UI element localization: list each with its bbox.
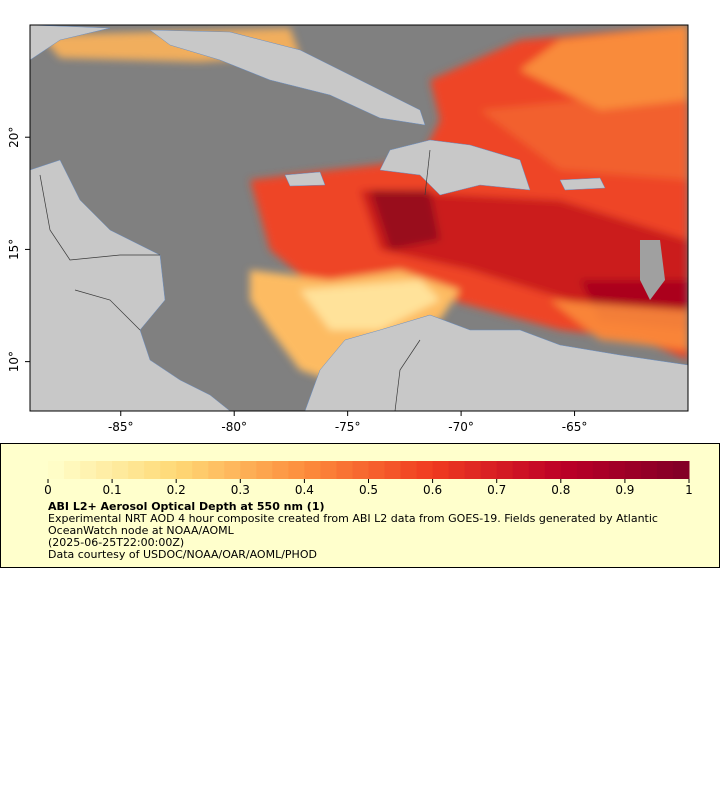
- colorbar-swatch: [304, 461, 321, 479]
- y-tick-label: 15°: [7, 239, 21, 260]
- legend-description: Experimental NRT AOD 4 hour composite cr…: [48, 512, 658, 537]
- colorbar-swatch: [64, 461, 81, 479]
- y-tick-label: 10°: [7, 351, 21, 372]
- land: [30, 25, 688, 411]
- colorbar-swatch: [672, 461, 690, 479]
- map-image: [30, 25, 688, 411]
- colorbar-swatch: [288, 461, 305, 479]
- colorbar-swatch: [176, 461, 193, 479]
- x-tick-label: -70°: [448, 420, 474, 434]
- colorbar-swatch: [640, 461, 658, 479]
- colorbar-tick-label: 0.4: [295, 483, 314, 497]
- legend: 0 0.1 0.2 0.3 0.4 0.5 0.6 0.7 0.8 0.9 1 ABI L2+ Ae…: [0, 443, 720, 568]
- map: -85° -80° -75° -70° -65° 10° 15° 20°: [7, 24, 689, 434]
- legend-credit: Data courtesy of USDOC/NOAA/OAR/AOML/PHO…: [48, 548, 317, 561]
- colorbar-swatch: [608, 461, 626, 479]
- colorbar-swatch: [224, 461, 241, 479]
- colorbar-swatch: [592, 461, 610, 479]
- legend-time: (2025-06-25T22:00:00Z): [48, 536, 185, 549]
- colorbar-swatch: [416, 461, 434, 479]
- colorbar-tick-label: 0.3: [231, 483, 250, 497]
- colorbar-swatch: [48, 461, 65, 479]
- colorbar-swatch: [160, 461, 177, 479]
- colorbar-swatch: [240, 461, 257, 479]
- colorbar-swatch: [208, 461, 225, 479]
- colorbar-tick-label: 1: [685, 483, 693, 497]
- colorbar-swatch: [448, 461, 466, 479]
- colorbar-swatch: [576, 461, 594, 479]
- colorbar-swatch: [432, 461, 450, 479]
- x-tick-label: -85°: [108, 420, 134, 434]
- colorbar-tick-label: 0: [44, 483, 52, 497]
- legend-text: ABI L2+ Aerosol Optical Depth at 550 nm …: [48, 501, 688, 561]
- colorbar-swatch: [528, 461, 546, 479]
- colorbar: 0 0.1 0.2 0.3 0.4 0.5 0.6 0.7 0.8 0.9 1: [44, 461, 693, 497]
- colorbar-swatch: [112, 461, 129, 479]
- x-tick-label: -65°: [562, 420, 588, 434]
- colorbar-tick-label: 0.9: [615, 483, 634, 497]
- colorbar-tick-label: 0.8: [551, 483, 570, 497]
- colorbar-swatch: [80, 461, 97, 479]
- colorbar-tick-label: 0.1: [103, 483, 122, 497]
- legend-title: ABI L2+ Aerosol Optical Depth at 550 nm …: [48, 500, 325, 513]
- colorbar-tick-label: 0.6: [423, 483, 442, 497]
- colorbar-swatch: [512, 461, 530, 479]
- colorbar-swatch: [384, 461, 402, 479]
- colorbar-swatch: [144, 461, 161, 479]
- colorbar-tick-label: 0.5: [359, 483, 378, 497]
- colorbar-tick-label: 0.2: [167, 483, 186, 497]
- colorbar-swatch: [256, 461, 273, 479]
- colorbar-swatch: [464, 461, 482, 479]
- colorbar-swatch: [368, 461, 386, 479]
- colorbar-swatch: [272, 461, 289, 479]
- colorbar-swatch: [624, 461, 642, 479]
- colorbar-swatch: [96, 461, 113, 479]
- colorbar-swatch: [320, 461, 337, 479]
- y-tick-label: 20°: [7, 127, 21, 148]
- borders: [39, 149, 431, 411]
- colorbar-swatch: [336, 461, 353, 479]
- colorbar-tick-label: 0.7: [487, 483, 506, 497]
- colorbar-swatch: [400, 461, 418, 479]
- aerosol-field: [40, 25, 688, 385]
- colorbar-swatch: [656, 461, 674, 479]
- colorbar-swatch: [480, 461, 498, 479]
- colorbar-swatch: [192, 461, 209, 479]
- x-tick-label: -80°: [221, 420, 247, 434]
- map-frame: [29, 24, 689, 412]
- colorbar-swatch: [352, 461, 369, 479]
- colorbar-swatch: [544, 461, 562, 479]
- x-tick-label: -75°: [335, 420, 361, 434]
- colorbar-swatch: [496, 461, 514, 479]
- colorbar-swatch: [128, 461, 145, 479]
- colorbar-swatch: [560, 461, 578, 479]
